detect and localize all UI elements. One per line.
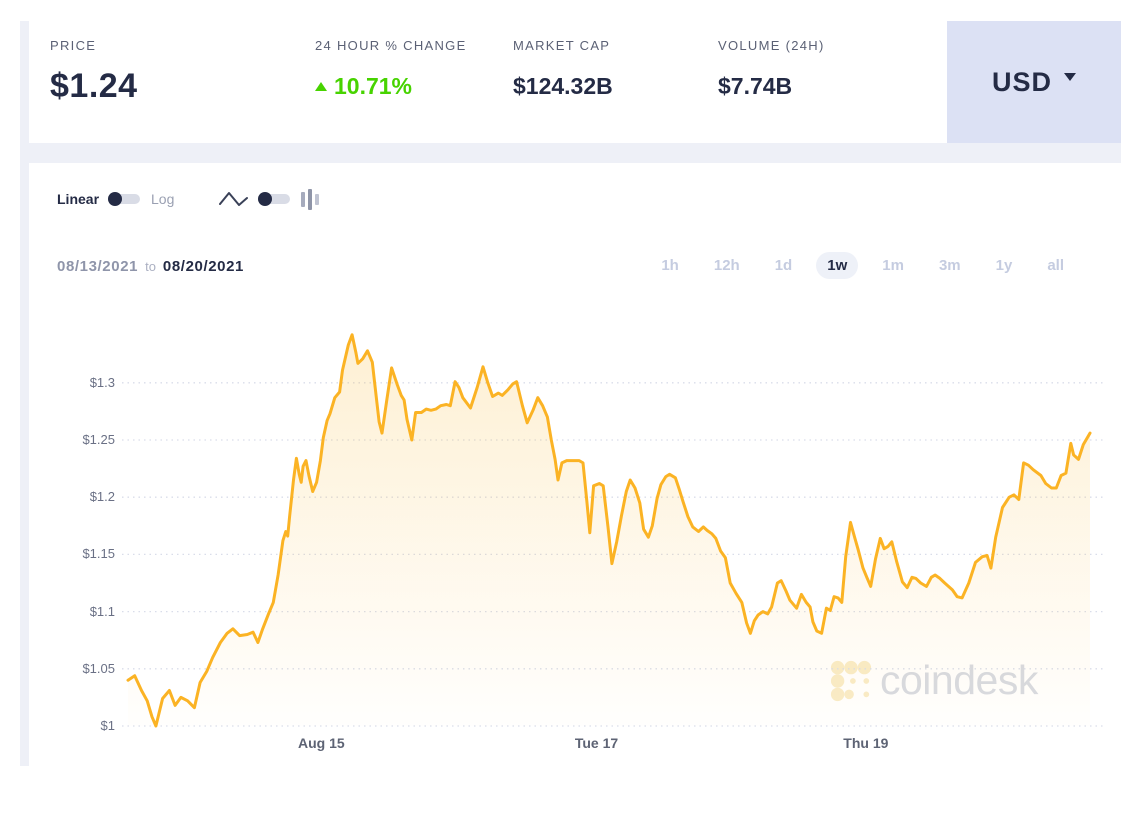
price-chart: $1 $1.05 $1.1 $1.15 $1.2 $1.25 $1.3 Aug 15 Tue 1… <box>29 163 1121 766</box>
tab-12h[interactable]: 12h <box>713 257 740 274</box>
end-date[interactable]: 08/20/2021 <box>162 258 244 275</box>
left-gutter <box>20 21 29 766</box>
market-cap-label: MARKET CAP <box>513 38 611 53</box>
start-date[interactable]: 08/13/2021 <box>57 258 139 275</box>
change-label: 24 HOUR % CHANGE <box>315 38 467 53</box>
range-tabs: 1h 12h 1d 1w 1m 3m 1y all <box>637 252 1075 279</box>
up-arrow-icon <box>315 82 327 91</box>
currency-dropdown-button[interactable]: USD <box>947 21 1121 143</box>
line-chart-icon[interactable] <box>219 191 249 207</box>
section-divider <box>20 143 1121 163</box>
y-axis-label: $1.15 <box>82 546 115 562</box>
stats-bar: PRICE $1.24 24 HOUR % CHANGE 10.71% MARK… <box>29 21 947 143</box>
price-chart-svg <box>122 333 1103 728</box>
price-line <box>126 333 1092 728</box>
x-axis-label: Aug 15 <box>298 735 345 751</box>
linear-label[interactable]: Linear <box>57 191 100 207</box>
tab-3m[interactable]: 3m <box>938 257 961 274</box>
tab-1m[interactable]: 1m <box>882 257 904 274</box>
chart-card: Linear Log 08/13/2021 to 08/20/2021 1h 1… <box>29 163 1121 766</box>
date-separator: to <box>145 259 156 274</box>
toggle-knob <box>108 192 123 206</box>
y-axis-label: $1.25 <box>82 432 115 447</box>
volume-value: $7.74B <box>718 73 793 99</box>
tab-all[interactable]: all <box>1047 257 1064 274</box>
y-axis-label: $1.05 <box>82 660 115 676</box>
price-value: $1.24 <box>50 67 138 105</box>
toggle-knob <box>258 192 273 206</box>
tab-1h[interactable]: 1h <box>661 257 679 274</box>
x-axis-label: Tue 17 <box>574 735 619 751</box>
chart-controls: Linear Log <box>57 188 322 210</box>
chart-type-toggle[interactable] <box>258 192 291 206</box>
y-axis-label: $1.2 <box>89 489 115 505</box>
x-axis-label: Thu 19 <box>843 735 889 751</box>
scale-toggle[interactable] <box>108 192 141 206</box>
price-area-fill <box>128 334 1090 726</box>
log-label[interactable]: Log <box>151 191 175 207</box>
volume-label: VOLUME (24H) <box>718 38 825 53</box>
currency-label: USD <box>991 66 1052 97</box>
tab-1w[interactable]: 1w <box>816 252 859 279</box>
tab-1y[interactable]: 1y <box>995 257 1013 274</box>
y-axis-label: $1.1 <box>89 603 115 619</box>
y-axis-label: $1.3 <box>89 374 115 390</box>
y-axis-label: $1 <box>100 718 115 733</box>
date-range: 08/13/2021 to 08/20/2021 <box>57 258 244 275</box>
market-cap-value: $124.32B <box>513 73 613 99</box>
change-value: 10.71% <box>315 73 412 100</box>
chevron-down-icon <box>1064 73 1076 81</box>
price-label: PRICE <box>50 38 97 53</box>
tab-1d[interactable]: 1d <box>774 257 793 274</box>
change-percent: 10.71% <box>334 73 413 99</box>
bar-chart-icon[interactable] <box>301 188 322 210</box>
